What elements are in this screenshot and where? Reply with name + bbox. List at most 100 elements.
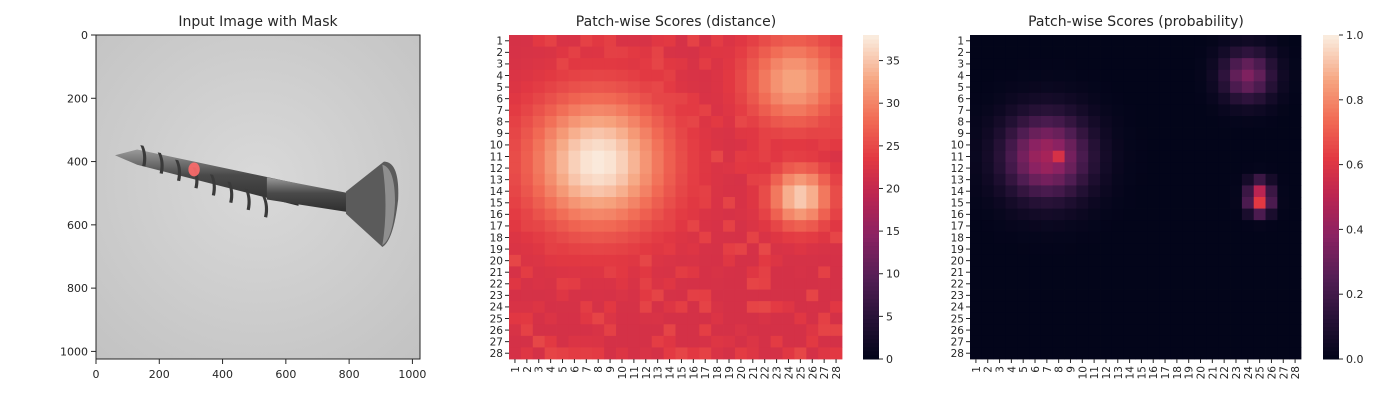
colorbar-segment [863, 245, 879, 251]
heatmap-cell [711, 301, 724, 314]
colorbar-segment [1323, 132, 1339, 137]
heatmap-cell [1111, 81, 1125, 94]
heatmap-cell [1111, 69, 1125, 82]
heatmap-cell [830, 58, 843, 71]
heatmap-cell [806, 173, 819, 186]
heatmap-cell [1147, 127, 1160, 140]
heatmap-cell [1194, 301, 1207, 314]
heatmap-cell [1123, 35, 1136, 47]
heatmap-cell [1052, 46, 1065, 59]
heatmap-cell [568, 104, 581, 117]
heatmap-cell [1218, 312, 1231, 325]
heatmap-cell [1277, 185, 1290, 198]
heatmap-cell [568, 208, 581, 221]
y-tick-label: 5 [957, 82, 964, 94]
y-tick-label: 20 [490, 255, 503, 267]
heatmap-cell [1289, 335, 1302, 348]
heatmap-cell [1218, 278, 1231, 290]
heatmap-cell [509, 289, 522, 302]
heatmap-cell [1029, 266, 1042, 279]
heatmap-cell [1289, 185, 1302, 198]
heatmap-cell [1218, 324, 1231, 337]
heatmap-cell [1194, 197, 1207, 209]
colorbar-segment [1323, 180, 1339, 186]
heatmap-cell [1123, 289, 1136, 302]
heatmap-cell [1111, 278, 1125, 290]
heatmap-cell [1230, 46, 1243, 59]
heatmap-cell [651, 278, 665, 290]
heatmap-cell [981, 197, 995, 209]
heatmap-cell [1230, 173, 1243, 186]
heatmap-cell [970, 278, 983, 290]
heatmap-cell [993, 335, 1006, 348]
heatmap-cell [981, 35, 995, 47]
heatmap-cell [981, 324, 995, 337]
heatmap-cell [1241, 162, 1255, 175]
heatmap-cell [604, 81, 617, 94]
heatmap-cell [699, 173, 712, 186]
heatmap-cell [1253, 69, 1266, 82]
heatmap-cell [1241, 150, 1255, 163]
heatmap-cell [1100, 127, 1113, 140]
heatmap-cell [1100, 46, 1113, 59]
y-tick-label: 7 [496, 105, 503, 117]
heatmap-cell [746, 335, 760, 348]
colorbar-segment [1323, 103, 1339, 109]
heatmap-cell [675, 347, 688, 360]
heatmap-cell [1182, 58, 1196, 71]
colorbar-segment [863, 67, 879, 72]
heatmap-cell [1170, 104, 1184, 117]
heatmap-cell [746, 312, 760, 325]
heatmap-cell [544, 266, 557, 279]
colorbar-segment [863, 221, 879, 226]
heatmap-cell [981, 92, 995, 105]
heatmap-cell [509, 150, 522, 163]
x-tick-label: 24 [783, 366, 795, 380]
heatmap-cell [1029, 127, 1042, 140]
heatmap-cell [1277, 254, 1290, 267]
y-tick-label: 14 [490, 186, 504, 198]
heatmap-cell [556, 173, 569, 186]
heatmap-cell [663, 173, 676, 186]
y-tick-label: 3 [496, 59, 503, 71]
heatmap-cell [687, 289, 700, 302]
heatmap-cell [711, 46, 724, 59]
heatmap-cell [818, 58, 831, 71]
heatmap-cell [509, 312, 522, 325]
heatmap-cell [981, 301, 995, 314]
heatmap-cell [1005, 289, 1018, 302]
heatmap-cell [806, 266, 819, 279]
x-tick-label: 18 [712, 366, 724, 379]
heatmap-cell [818, 208, 831, 221]
heatmap-cell [532, 173, 546, 186]
heatmap-cell [1277, 58, 1290, 71]
heatmap-cell [1182, 162, 1196, 175]
colorbar-segment [863, 286, 879, 291]
heatmap-cell [532, 243, 546, 256]
heatmap-cell [1253, 173, 1266, 186]
heatmap-cell [663, 335, 676, 348]
heatmap-cell [1159, 324, 1172, 337]
heatmap-cell [1206, 243, 1219, 256]
heatmap-cell [1088, 58, 1101, 71]
heatmap-cell [1206, 266, 1219, 279]
heatmap-cell [806, 289, 819, 302]
heatmap-cell [981, 58, 995, 71]
heatmap-cell [1076, 254, 1089, 267]
heatmap-cell [509, 231, 522, 244]
heatmap-cell [1029, 92, 1042, 105]
heatmap-cell [1135, 58, 1148, 71]
heatmap-cell [758, 324, 772, 337]
heatmap-cell [1052, 35, 1065, 47]
heatmap-cell [806, 139, 819, 152]
heatmap-cell [532, 162, 546, 175]
heatmap-cell [520, 289, 534, 302]
heatmap-cell [1017, 58, 1030, 71]
heatmap-cell [1017, 139, 1030, 152]
heatmap-cell [639, 278, 653, 290]
colorbar-segment [863, 79, 879, 85]
heatmap-cell [651, 254, 665, 267]
heatmap-cell [993, 208, 1006, 221]
heatmap-cell [1206, 81, 1219, 94]
heatmap-cell [651, 197, 665, 209]
